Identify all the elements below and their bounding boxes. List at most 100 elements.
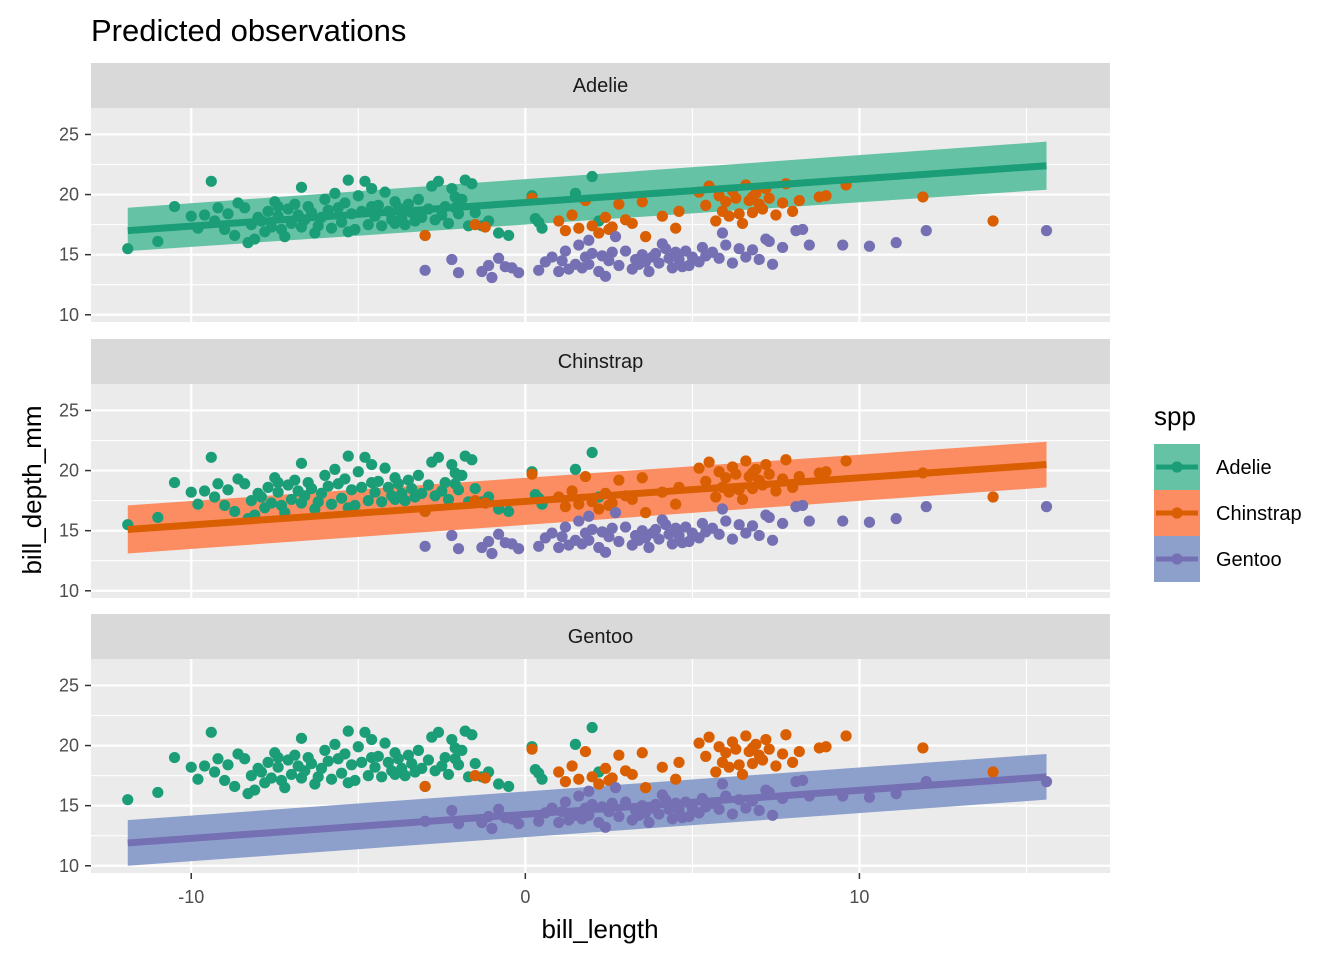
facet-strip-label: Chinstrap: [558, 351, 644, 373]
data-point: [890, 513, 902, 525]
data-point: [726, 257, 739, 269]
data-point: [295, 497, 308, 509]
data-point: [720, 747, 732, 759]
y-tick-label: 20: [59, 461, 79, 481]
data-point: [419, 540, 431, 552]
data-point: [272, 200, 284, 213]
data-point: [452, 543, 465, 555]
data-point: [746, 467, 759, 479]
facet-strip-label: Adelie: [573, 75, 629, 97]
data-point: [670, 222, 682, 234]
data-point: [603, 255, 615, 267]
data-point: [526, 468, 538, 480]
data-point: [643, 541, 655, 554]
data-point: [650, 523, 662, 536]
data-point: [442, 217, 455, 230]
data-point: [573, 790, 585, 802]
data-point: [987, 491, 999, 503]
data-point: [573, 515, 585, 527]
data-point: [449, 742, 461, 754]
data-point: [436, 485, 448, 497]
facet-strip: [91, 63, 1110, 108]
data-point: [670, 498, 682, 510]
data-point: [746, 206, 759, 219]
data-point: [439, 751, 451, 764]
data-point: [422, 754, 435, 766]
data-point: [152, 511, 164, 524]
data-point: [613, 535, 625, 548]
data-point: [666, 538, 678, 550]
data-point: [339, 473, 351, 485]
data-point: [493, 252, 505, 264]
data-point: [730, 743, 742, 755]
data-point: [776, 241, 789, 254]
data-point: [766, 258, 779, 270]
data-point: [469, 770, 481, 782]
data-point: [746, 520, 759, 532]
data-point: [209, 491, 221, 503]
data-point: [820, 741, 832, 753]
data-point: [559, 521, 572, 533]
data-point: [840, 730, 852, 742]
data-point: [763, 468, 775, 480]
data-point: [650, 247, 662, 260]
data-point: [325, 773, 338, 785]
x-tick-label: 0: [520, 887, 530, 907]
data-point: [700, 199, 712, 211]
facet-adelie: Adelie 10 15 20 25: [23, 63, 1110, 325]
data-point: [586, 170, 598, 183]
data-point: [553, 766, 565, 778]
data-point: [716, 778, 729, 790]
data-point: [239, 202, 251, 214]
data-point: [379, 186, 391, 198]
data-point: [917, 742, 929, 754]
data-point: [613, 474, 625, 486]
data-point: [442, 493, 455, 506]
legend-key-adelie: Adelie: [1154, 444, 1272, 490]
data-point: [696, 241, 709, 254]
data-point: [366, 458, 378, 471]
data-point: [466, 454, 478, 466]
data-point: [626, 217, 638, 230]
data-point: [753, 529, 765, 542]
data-point: [466, 729, 478, 741]
data-point: [670, 773, 682, 785]
data-point: [419, 264, 431, 276]
data-point: [436, 209, 448, 221]
data-point: [239, 753, 251, 765]
data-point: [533, 264, 545, 276]
data-point: [376, 771, 388, 783]
data-point: [356, 481, 368, 493]
data-point: [503, 229, 515, 242]
data-point: [840, 455, 852, 467]
data-point: [710, 215, 722, 227]
data-point: [559, 776, 572, 788]
data-point: [222, 484, 234, 496]
legend-keys: Adelie Chinstrap Gentoo: [1154, 444, 1302, 582]
data-point: [770, 760, 782, 772]
data-point: [289, 198, 301, 210]
data-point: [168, 476, 181, 489]
y-tick-label: 25: [59, 675, 79, 695]
data-point: [422, 479, 435, 491]
data-point: [402, 474, 414, 486]
data-point: [837, 515, 849, 527]
data-point: [222, 759, 234, 771]
data-point: [586, 247, 598, 260]
data-point: [636, 472, 648, 484]
data-point: [736, 217, 749, 230]
data-point: [392, 478, 404, 490]
data-point: [245, 770, 257, 782]
data-point: [536, 222, 548, 234]
data-point: [566, 760, 578, 772]
data-point: [342, 226, 354, 238]
data-point: [656, 210, 668, 222]
data-point: [305, 757, 318, 770]
facet-strip-label: Gentoo: [568, 626, 634, 648]
data-point: [399, 495, 411, 507]
data-point: [229, 229, 241, 242]
data-point: [606, 246, 618, 258]
data-point: [766, 809, 779, 821]
data-point: [546, 527, 558, 539]
data-point: [469, 219, 481, 231]
